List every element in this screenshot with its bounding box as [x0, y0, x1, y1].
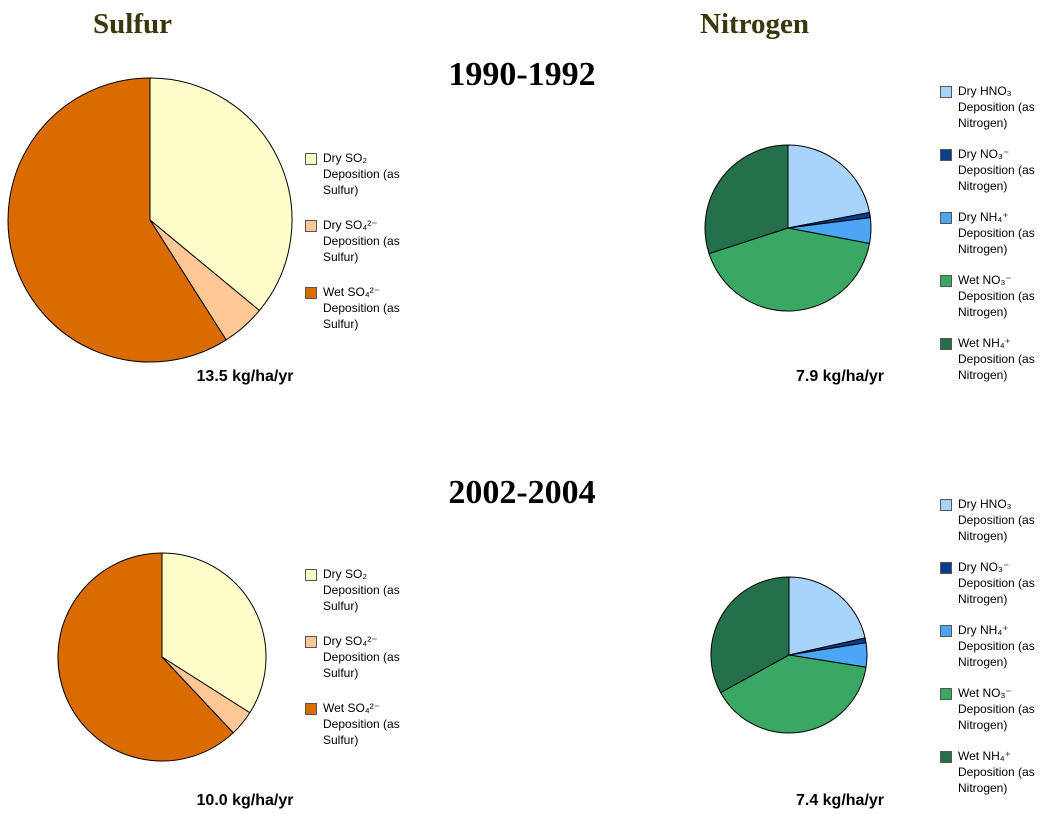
legend-item: Dry NO₃⁻ Deposition (as Nitrogen)	[940, 146, 1044, 194]
legend-item: Dry NH₄⁺ Deposition (as Nitrogen)	[940, 209, 1044, 257]
legend-label: Dry SO₄²⁻ Deposition (as Sulfur)	[323, 634, 400, 680]
legend-label: Dry NO₃⁻ Deposition (as Nitrogen)	[958, 147, 1035, 193]
legend-label: Dry HNO₃ Deposition (as Nitrogen)	[958, 84, 1035, 130]
legend-label: Wet SO₄²⁻ Deposition (as Sulfur)	[323, 701, 400, 747]
legend-swatch	[305, 287, 317, 299]
pie-slice	[149, 77, 293, 312]
legend-swatch	[305, 569, 317, 581]
legend-label: Wet NH₄⁺ Deposition (as Nitrogen)	[958, 749, 1035, 795]
legend-item: Wet NH₄⁺ Deposition (as Nitrogen)	[940, 748, 1044, 796]
pie-slice	[788, 576, 866, 656]
legend-swatch	[940, 625, 952, 637]
legend-item: Wet NO₃⁻ Deposition (as Nitrogen)	[940, 272, 1044, 320]
legend-label: Wet NO₃⁻ Deposition (as Nitrogen)	[958, 686, 1035, 732]
legend-item: Dry SO₂ Deposition (as Sulfur)	[305, 150, 409, 198]
heading: Nitrogen	[700, 8, 810, 40]
legend-swatch	[940, 338, 952, 350]
legend-label: Wet NH₄⁺ Deposition (as Nitrogen)	[958, 336, 1035, 382]
pie-slice	[704, 144, 789, 255]
legend-swatch	[305, 636, 317, 648]
legend-item: Dry SO₄²⁻ Deposition (as Sulfur)	[305, 633, 409, 681]
legend-swatch	[940, 86, 952, 98]
legend-item: Dry SO₂ Deposition (as Sulfur)	[305, 566, 409, 614]
legend-swatch	[940, 149, 952, 161]
legend-label: Dry SO₂ Deposition (as Sulfur)	[323, 567, 400, 613]
total-label: 7.4 kg/ha/yr	[795, 792, 885, 809]
legend-swatch	[305, 703, 317, 715]
total-label: 10.0 kg/ha/yr	[196, 792, 294, 809]
pie-slice	[710, 576, 790, 694]
legend-swatch	[940, 275, 952, 287]
period-title: 1990-1992	[448, 56, 596, 93]
legend-label: Dry SO₂ Deposition (as Sulfur)	[323, 151, 400, 197]
legend-swatch	[305, 153, 317, 165]
legend-swatch	[940, 688, 952, 700]
pie-slice	[708, 227, 871, 312]
legend-swatch	[305, 220, 317, 232]
pie-slice	[161, 552, 267, 714]
legend-label: Dry NH₄⁺ Deposition (as Nitrogen)	[958, 623, 1035, 669]
legend-swatch	[940, 499, 952, 511]
pie-slice	[57, 552, 234, 762]
legend-label: Dry NO₃⁻ Deposition (as Nitrogen)	[958, 560, 1035, 606]
legend-item: Dry NO₃⁻ Deposition (as Nitrogen)	[940, 559, 1044, 607]
pie-slice	[787, 144, 871, 229]
legend-item: Wet NO₃⁻ Deposition (as Nitrogen)	[940, 685, 1044, 733]
legend-item: Wet SO₄²⁻ Deposition (as Sulfur)	[305, 700, 409, 748]
legend-item: Dry SO₄²⁻ Deposition (as Sulfur)	[305, 217, 409, 265]
legend-swatch	[940, 751, 952, 763]
legend-label: Wet NO₃⁻ Deposition (as Nitrogen)	[958, 273, 1035, 319]
total-label: 7.9 kg/ha/yr	[795, 368, 885, 385]
legend-item: Dry NH₄⁺ Deposition (as Nitrogen)	[940, 622, 1044, 670]
total-label: 13.5 kg/ha/yr	[196, 368, 294, 385]
pie-slice	[7, 77, 227, 363]
legend-label: Dry HNO₃ Deposition (as Nitrogen)	[958, 497, 1035, 543]
legend-label: Dry NH₄⁺ Deposition (as Nitrogen)	[958, 210, 1035, 256]
legend-item: Wet SO₄²⁻ Deposition (as Sulfur)	[305, 284, 409, 332]
legend-item: Wet NH₄⁺ Deposition (as Nitrogen)	[940, 335, 1044, 383]
legend-label: Wet SO₄²⁻ Deposition (as Sulfur)	[323, 285, 400, 331]
legend-item: Dry HNO₃ Deposition (as Nitrogen)	[940, 496, 1044, 544]
legend-swatch	[940, 562, 952, 574]
pie-slice	[719, 654, 867, 734]
legend-item: Dry HNO₃ Deposition (as Nitrogen)	[940, 83, 1044, 131]
heading: Sulfur	[93, 8, 172, 40]
period-title: 2002-2004	[448, 474, 596, 511]
legend-label: Dry SO₄²⁻ Deposition (as Sulfur)	[323, 218, 400, 264]
legend-swatch	[940, 212, 952, 224]
